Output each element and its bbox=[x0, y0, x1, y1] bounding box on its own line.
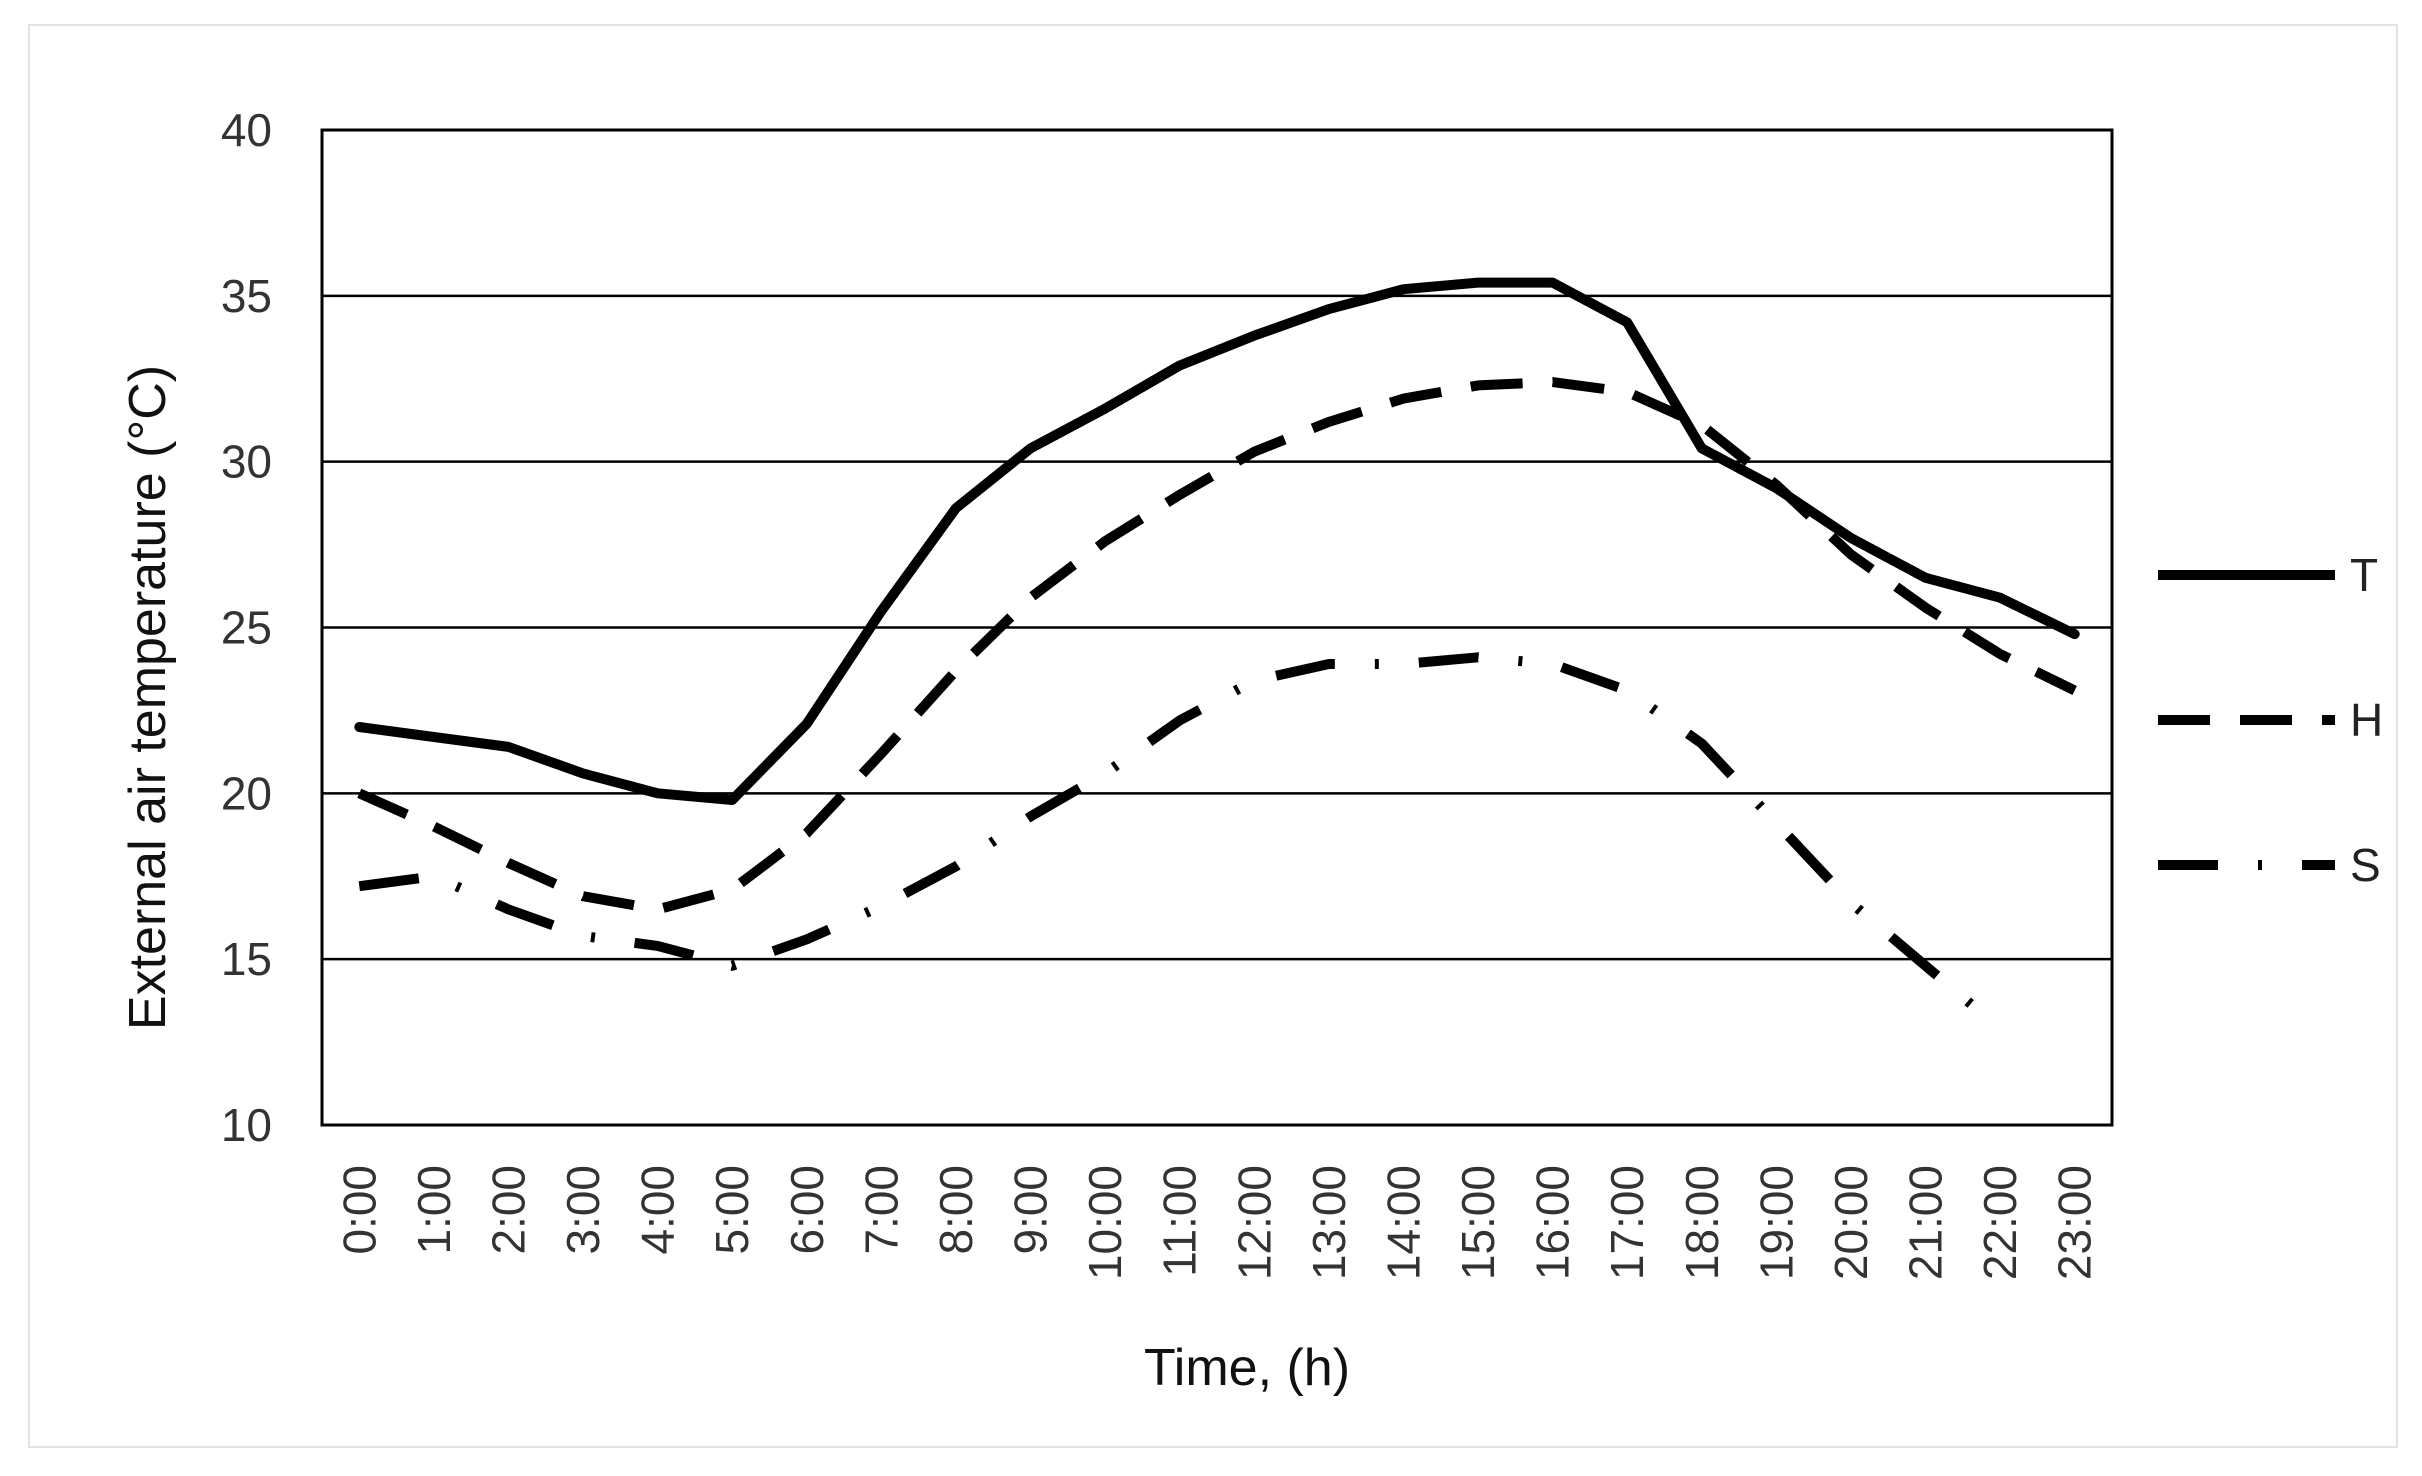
x-tick-label: 21:00 bbox=[1900, 1165, 1952, 1280]
x-tick-label: 16:00 bbox=[1527, 1165, 1579, 1280]
x-tick-label: 6:00 bbox=[781, 1165, 833, 1255]
legend: T H S bbox=[2158, 549, 2383, 891]
x-axis-tick-labels: 0:00 1:00 2:00 3:00 4:00 5:00 6:00 7:00 8:00 9:00… bbox=[333, 1165, 2100, 1280]
series-lines bbox=[354, 277, 2080, 1033]
x-tick-label: 3:00 bbox=[557, 1165, 609, 1255]
y-tick-label: 15 bbox=[221, 933, 272, 985]
x-tick-label: 13:00 bbox=[1303, 1165, 1355, 1280]
x-tick-label: 19:00 bbox=[1750, 1165, 1802, 1280]
series-line-h bbox=[357, 377, 2077, 915]
y-tick-label: 10 bbox=[221, 1099, 272, 1151]
x-axis-title: Time, (h) bbox=[1144, 1339, 1350, 1397]
x-tick-label: 0:00 bbox=[333, 1165, 385, 1255]
x-tick-label: 12:00 bbox=[1228, 1165, 1280, 1280]
plot-area-border bbox=[320, 128, 2114, 1127]
y-tick-label: 20 bbox=[221, 767, 272, 819]
x-tick-label: 2:00 bbox=[482, 1165, 534, 1255]
y-tick-label: 25 bbox=[221, 602, 272, 654]
x-tick-label: 1:00 bbox=[408, 1165, 460, 1255]
legend-label-t: T bbox=[2350, 549, 2378, 601]
x-tick-label: 17:00 bbox=[1601, 1165, 1653, 1280]
y-tick-label: 30 bbox=[221, 436, 272, 488]
x-tick-label: 18:00 bbox=[1676, 1165, 1728, 1280]
y-tick-label: 35 bbox=[221, 270, 272, 322]
x-tick-label: 5:00 bbox=[706, 1165, 758, 1255]
gridlines bbox=[322, 128, 2112, 1127]
x-tick-label: 8:00 bbox=[930, 1165, 982, 1255]
y-tick-label: 40 bbox=[221, 104, 272, 156]
legend-label-h: H bbox=[2350, 694, 2383, 746]
series-line-t bbox=[354, 277, 2080, 805]
x-tick-label: 4:00 bbox=[632, 1165, 684, 1255]
y-axis-tick-labels: 10 15 20 25 30 35 40 bbox=[221, 104, 272, 1151]
x-tick-label: 10:00 bbox=[1079, 1165, 1131, 1280]
series-line-s bbox=[358, 652, 2004, 1033]
legend-label-s: S bbox=[2350, 839, 2381, 891]
x-tick-label: 11:00 bbox=[1154, 1165, 1206, 1277]
x-tick-label: 15:00 bbox=[1452, 1165, 1504, 1280]
x-tick-label: 9:00 bbox=[1005, 1165, 1057, 1255]
x-tick-label: 7:00 bbox=[855, 1165, 907, 1255]
x-tick-label: 23:00 bbox=[2049, 1165, 2101, 1280]
x-tick-label: 14:00 bbox=[1377, 1165, 1429, 1280]
x-tick-label: 20:00 bbox=[1825, 1165, 1877, 1280]
x-tick-label: 22:00 bbox=[1974, 1165, 2026, 1280]
y-axis-title: External air temperature (°C) bbox=[119, 365, 177, 1030]
